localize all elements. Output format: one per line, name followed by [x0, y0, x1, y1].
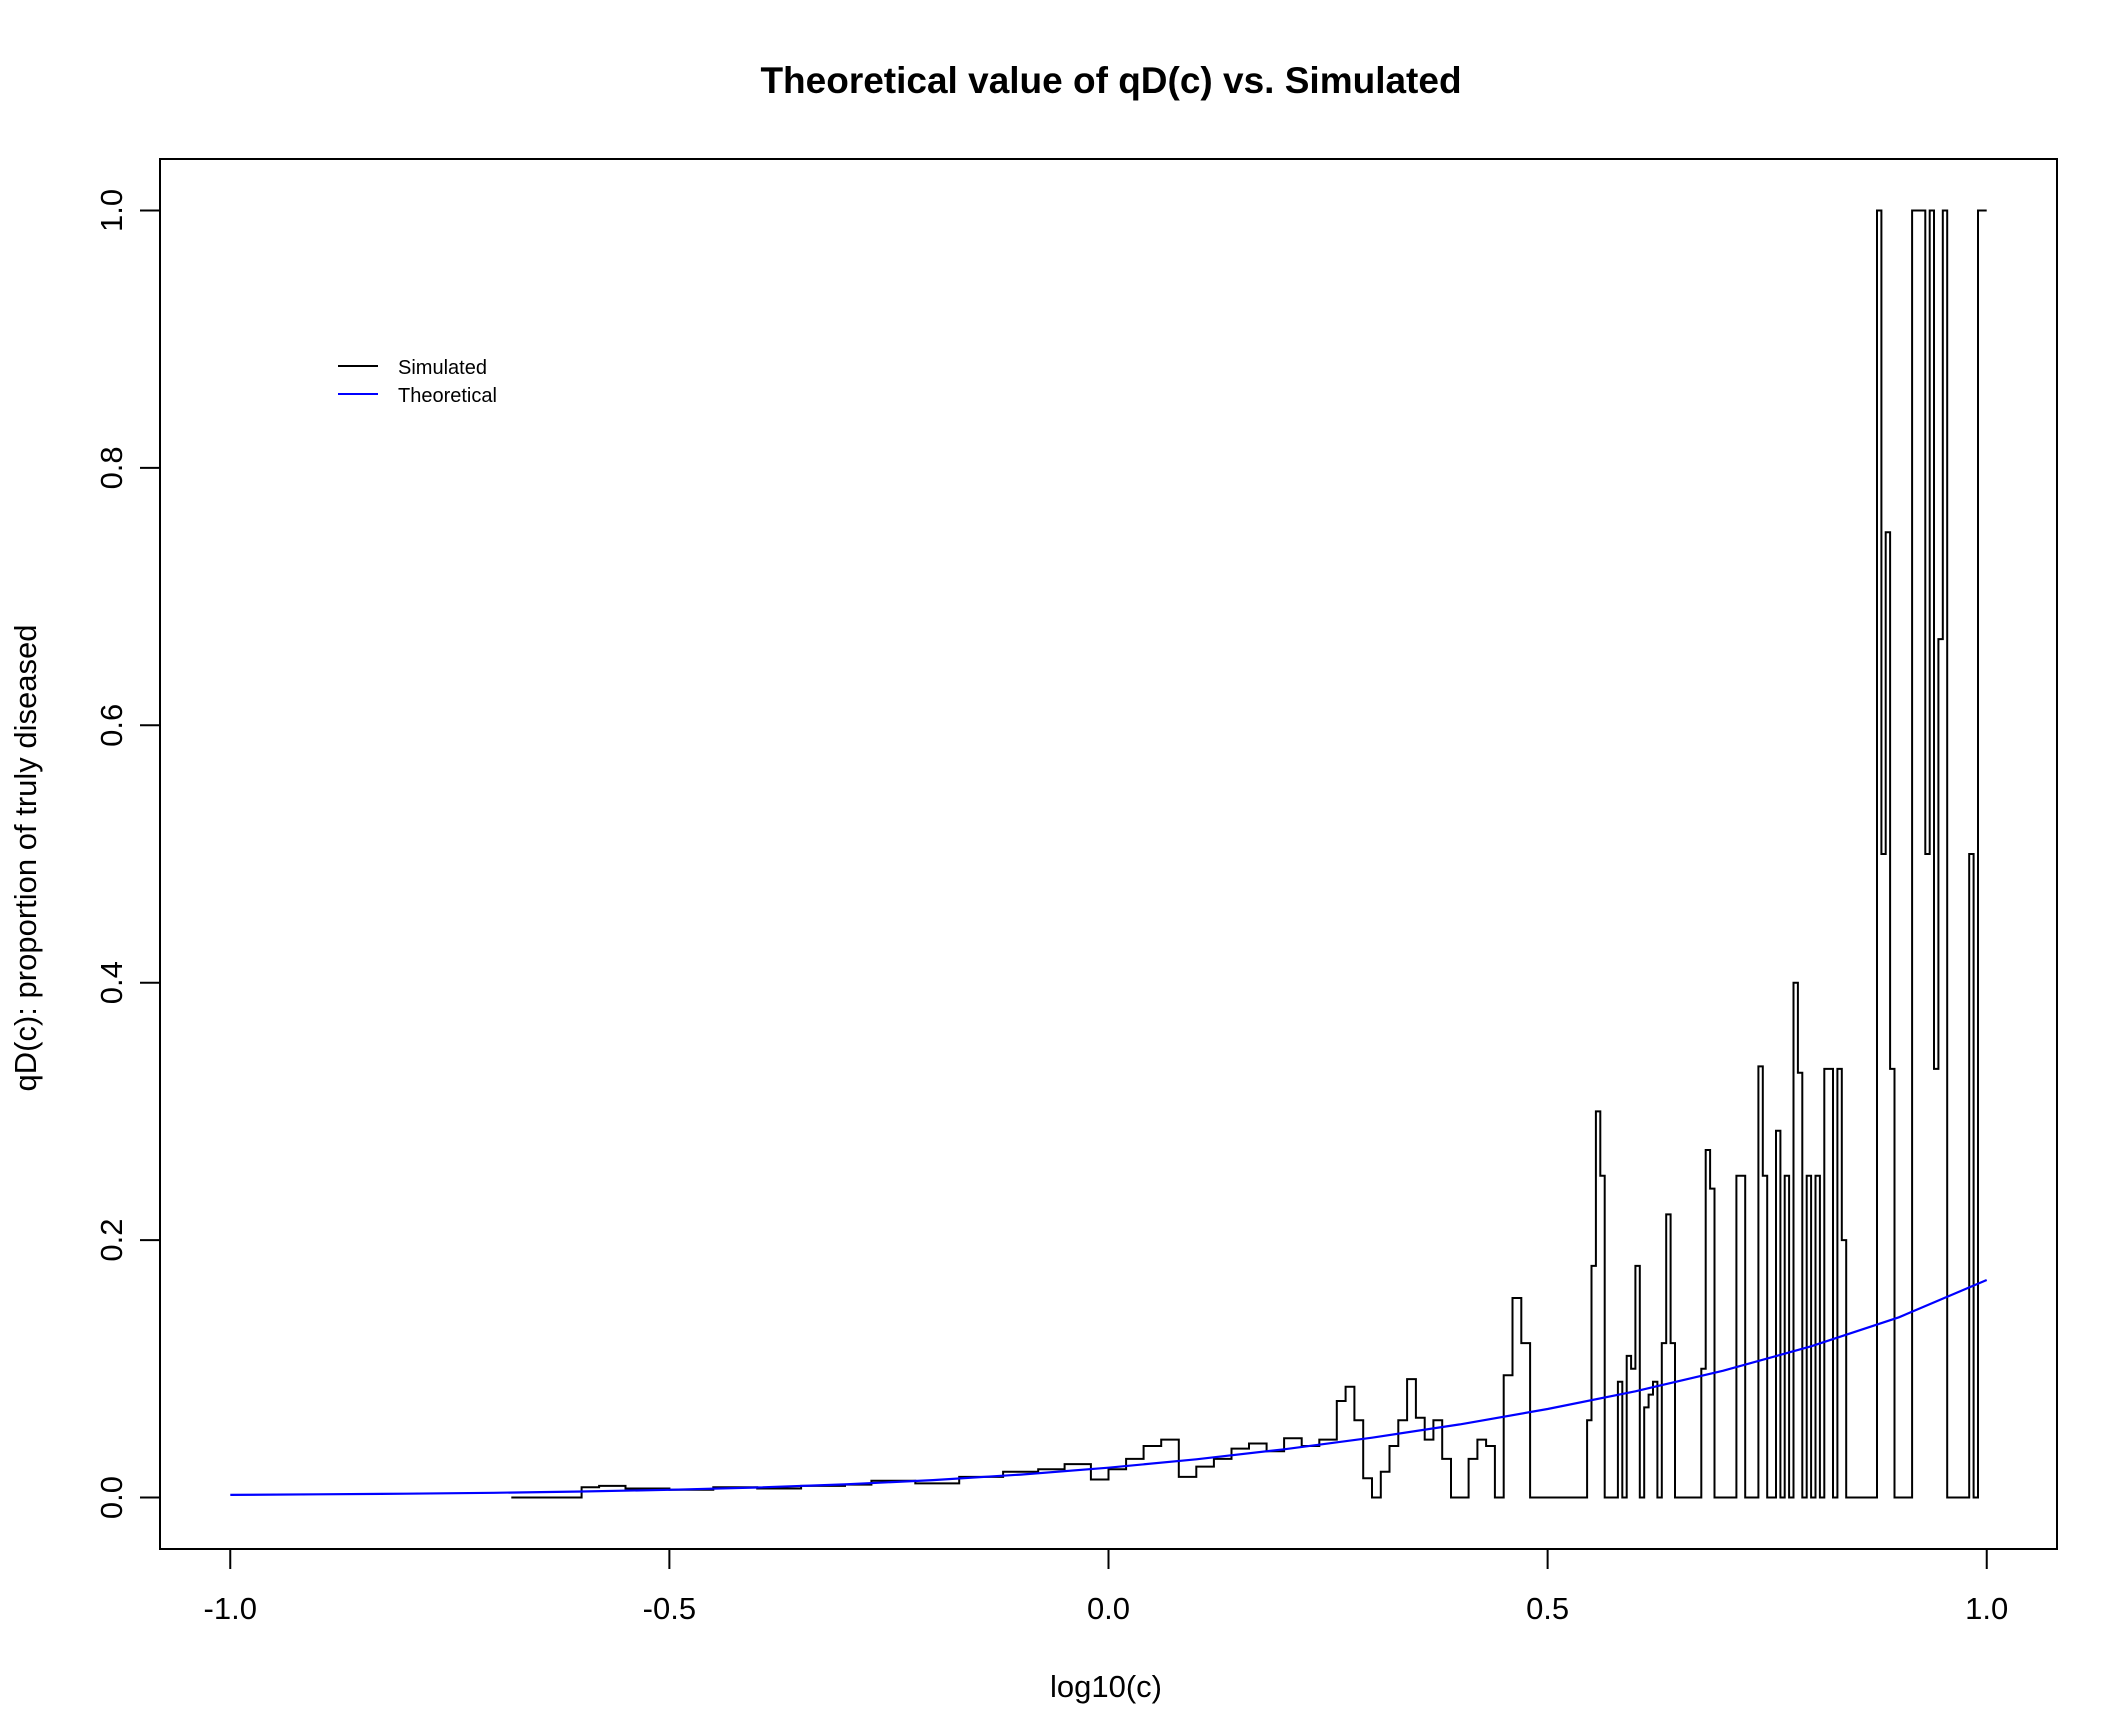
- y-tick-label: 0.4: [94, 961, 129, 1004]
- y-axis: 0.0 0.2 0.4 0.6 0.8 1.0: [94, 189, 161, 1519]
- legend-label-theoretical: Theoretical: [398, 385, 497, 407]
- x-tick-label: 0.0: [1087, 1591, 1130, 1626]
- y-axis-label: qD(c): proportion of truly diseased: [8, 625, 43, 1092]
- y-tick-label: 0.6: [94, 704, 129, 747]
- legend: Simulated Theoretical: [338, 357, 497, 407]
- x-tick-label: 0.5: [1526, 1591, 1569, 1626]
- x-axis-label: log10(c): [1050, 1669, 1162, 1704]
- y-tick-label: 0.8: [94, 446, 129, 489]
- series-line-theoretical: [230, 1278, 1988, 1496]
- legend-label-simulated: Simulated: [398, 357, 487, 379]
- y-tick-label: 0.0: [94, 1476, 129, 1519]
- series-line-simulated: [511, 209, 1987, 1499]
- x-tick-label: 1.0: [1965, 1591, 2008, 1626]
- chart-title: Theoretical value of qD(c) vs. Simulated: [760, 60, 1461, 101]
- series-layer: [230, 209, 1988, 1499]
- x-tick-label: -0.5: [643, 1591, 696, 1626]
- y-tick-label: 1.0: [94, 189, 129, 232]
- x-axis: -1.0 -0.5 0.0 0.5 1.0: [204, 1548, 2008, 1626]
- x-tick-label: -1.0: [204, 1591, 257, 1626]
- y-tick-label: 0.2: [94, 1219, 129, 1262]
